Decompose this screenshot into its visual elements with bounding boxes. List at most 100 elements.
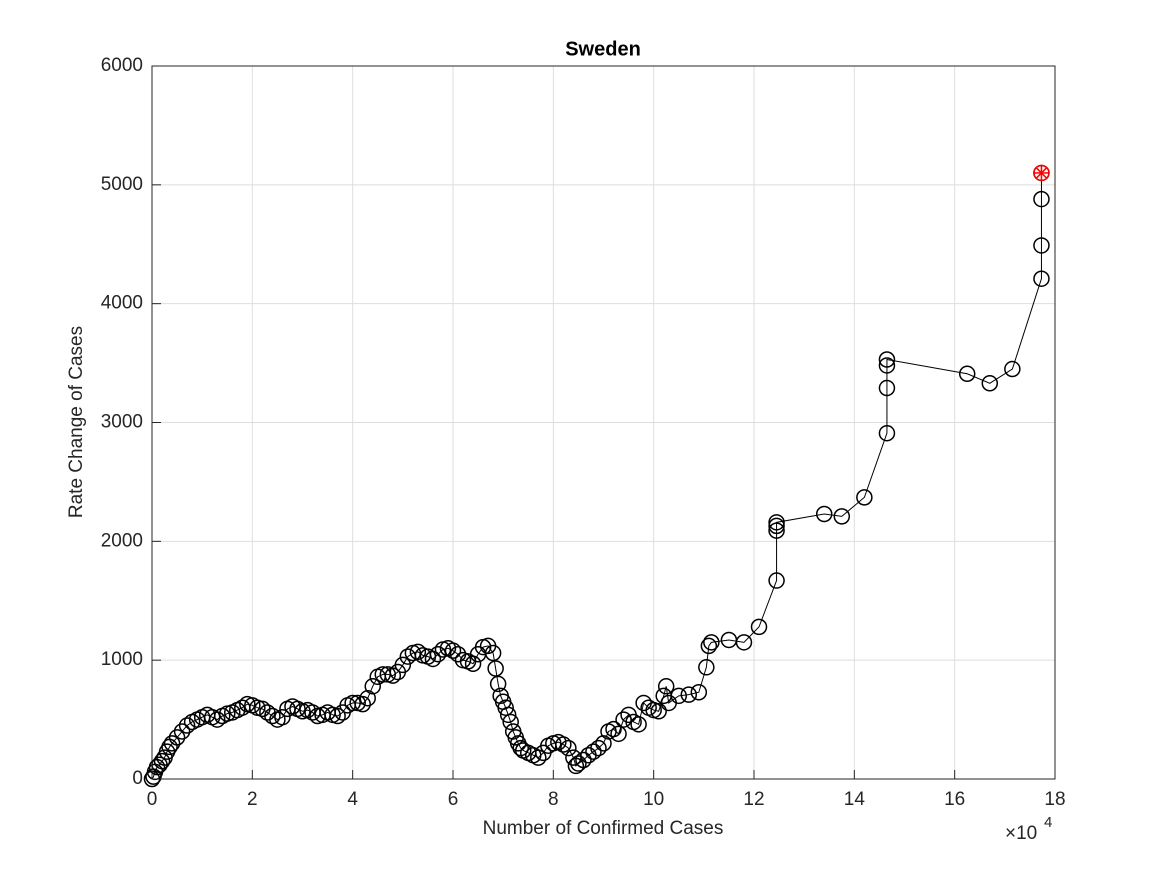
data-point — [650, 703, 667, 720]
data-point — [878, 357, 896, 374]
marker-circle — [768, 514, 785, 531]
data-point — [444, 642, 462, 659]
data-point — [768, 572, 785, 589]
data-point — [680, 686, 698, 703]
marker-circle — [1033, 237, 1050, 254]
marker-circle — [555, 736, 572, 753]
marker-circle — [424, 650, 442, 668]
marker-circle — [690, 684, 708, 701]
marker-circle — [595, 735, 612, 752]
data-point — [630, 716, 647, 733]
y-tick-label: 3000 — [101, 412, 143, 433]
x-tick-label: 6 — [448, 789, 459, 810]
data-point — [464, 655, 482, 672]
data-point — [878, 379, 896, 397]
marker-circle — [630, 716, 647, 733]
data-point — [698, 659, 715, 676]
x-tick-label: 10 — [643, 789, 664, 810]
marker-circle — [703, 634, 720, 651]
data-point — [489, 675, 507, 693]
marker-circle — [590, 739, 607, 757]
data-point — [1033, 164, 1050, 182]
marker-circle — [329, 707, 346, 725]
data-point — [499, 706, 517, 724]
data-point — [394, 656, 412, 674]
data-point — [1033, 270, 1050, 287]
y-tick-label: 6000 — [101, 55, 143, 76]
data-point — [1033, 190, 1050, 208]
marker-circle — [768, 522, 785, 539]
data-point — [670, 687, 687, 705]
marker-circle — [735, 634, 753, 651]
data-point — [344, 694, 361, 712]
marker-circle — [878, 379, 896, 397]
marker-circle — [489, 675, 507, 693]
x-multiplier-exponent: 4 — [1044, 814, 1052, 831]
marker-circle — [168, 729, 186, 746]
marker-circle — [570, 755, 587, 772]
data-point — [815, 505, 833, 523]
data-point — [768, 522, 785, 539]
data-point — [615, 711, 632, 728]
data-point — [264, 707, 281, 725]
marker-circle — [354, 695, 371, 713]
marker-circle — [878, 424, 896, 442]
data-point — [484, 644, 502, 662]
marker-circle — [464, 655, 482, 672]
marker-circle — [344, 694, 361, 712]
data-point — [958, 365, 976, 383]
data-point — [1033, 237, 1050, 254]
data-point — [163, 735, 181, 752]
marker-circle — [833, 508, 851, 525]
marker-circle — [575, 751, 592, 769]
data-point — [409, 643, 427, 661]
data-point — [1004, 360, 1021, 378]
data-point — [168, 729, 186, 746]
marker-circle — [264, 707, 281, 725]
marker-circle — [178, 717, 196, 734]
x-tick-label: 2 — [247, 789, 258, 810]
marker-circle — [768, 572, 785, 589]
data-point — [364, 678, 381, 695]
x-tick-label: 16 — [944, 789, 965, 810]
data-point — [750, 618, 768, 636]
data-point — [575, 751, 592, 769]
data-point — [354, 695, 371, 713]
data-point — [570, 755, 587, 772]
data-point — [605, 720, 622, 738]
data-point — [585, 743, 602, 760]
data-point — [153, 752, 171, 770]
data-point — [981, 375, 999, 392]
marker-circle — [585, 743, 602, 760]
data-point — [657, 678, 675, 695]
x-tick-label: 4 — [347, 789, 358, 810]
series-line — [151, 172, 1042, 780]
marker-circle — [1004, 360, 1021, 378]
data-point — [329, 707, 346, 725]
marker-circle — [958, 365, 976, 383]
marker-circle — [657, 678, 675, 695]
marker-circle — [878, 357, 896, 374]
marker-circle — [698, 659, 715, 676]
x-tick-label: 18 — [1044, 789, 1065, 810]
marker-circle — [364, 678, 381, 695]
x-axis-label: Number of Confirmed Cases — [483, 818, 724, 839]
data-point — [429, 645, 447, 663]
data-point — [700, 637, 718, 655]
y-tick-label: 0 — [132, 768, 143, 789]
data-point — [833, 508, 851, 525]
marker-circle — [208, 711, 226, 728]
data-point — [735, 634, 753, 651]
marker-asterisk — [1035, 167, 1047, 179]
marker-circle — [444, 642, 462, 659]
marker-circle — [650, 703, 667, 720]
data-point — [856, 489, 873, 506]
x-tick-label: 0 — [147, 789, 158, 810]
marker-circle — [530, 749, 547, 766]
marker-circle — [409, 643, 427, 661]
marker-circle — [497, 699, 514, 716]
marker-circle — [274, 708, 291, 726]
data-point — [878, 424, 896, 442]
marker-circle — [700, 637, 718, 655]
